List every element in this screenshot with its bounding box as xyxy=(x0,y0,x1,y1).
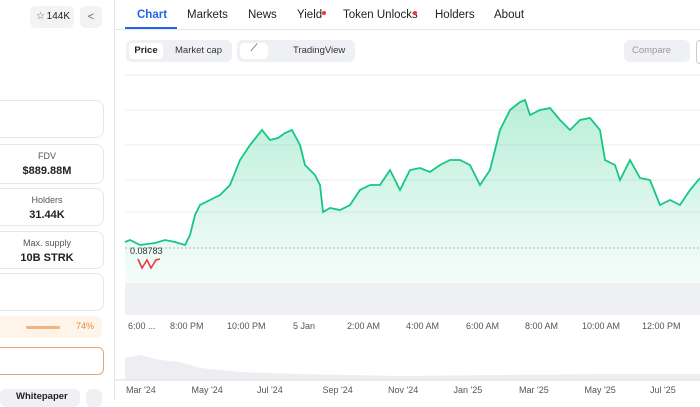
progress-bar xyxy=(26,326,60,329)
tab[interactable]: Token Unlocks xyxy=(343,9,418,21)
notification-dot xyxy=(322,11,326,15)
range-label: Mar '25 xyxy=(519,385,549,395)
price-line xyxy=(124,98,700,247)
range-label: Jul '24 xyxy=(257,385,283,395)
tab-underline xyxy=(125,27,177,29)
compare-button[interactable]: Compare xyxy=(624,40,690,62)
holders-card: Holders 31.44K xyxy=(0,188,104,226)
fdv-card: FDV $889.88M xyxy=(0,144,104,184)
tab-border xyxy=(115,29,700,30)
share-button[interactable]: < xyxy=(80,6,102,28)
price-area xyxy=(125,100,700,290)
tab[interactable]: News xyxy=(248,9,277,21)
empty-card xyxy=(0,273,104,311)
tab[interactable]: Chart xyxy=(137,9,168,21)
progress-row: 74% xyxy=(0,316,102,338)
range-label: Mar '24 xyxy=(126,385,156,395)
range-label: Jan '25 xyxy=(454,385,483,395)
line-button[interactable]: ⟋ xyxy=(240,43,268,59)
expand-button[interactable] xyxy=(696,40,700,64)
price-button[interactable]: Price xyxy=(129,43,163,59)
notification-dot xyxy=(413,11,417,15)
time-label: 6:00 AM xyxy=(466,321,499,331)
empty-card xyxy=(0,100,104,138)
star-button[interactable]: ☆ 144K xyxy=(30,6,74,28)
time-label: 10:00 AM xyxy=(582,321,620,331)
card-label: Max. supply xyxy=(22,238,72,248)
tradingview-button[interactable]: TradingView xyxy=(293,45,346,56)
time-label: 6:00 ... xyxy=(128,321,156,331)
tab[interactable]: Markets xyxy=(187,9,228,21)
time-label: 8:00 AM xyxy=(525,321,558,331)
tab[interactable]: About xyxy=(494,9,525,21)
card-value: 31.44K xyxy=(29,209,65,221)
volume-band xyxy=(125,283,700,315)
market-cap-button[interactable]: Market cap xyxy=(175,45,222,56)
range-area xyxy=(125,355,700,380)
range-label: Jul '25 xyxy=(650,385,676,395)
sidebar-divider xyxy=(114,0,115,400)
time-label: 12:00 PM xyxy=(642,321,681,331)
card-value: $889.88M xyxy=(22,165,72,177)
star-count: 144K xyxy=(46,11,70,22)
range-label: Sep '24 xyxy=(323,385,353,395)
tab[interactable]: Yield xyxy=(297,9,323,21)
time-label: 8:00 PM xyxy=(170,321,204,331)
card-label: FDV xyxy=(38,151,56,161)
range-label: May '24 xyxy=(192,385,223,395)
tab[interactable]: Holders xyxy=(435,9,475,21)
time-label: 2:00 AM xyxy=(347,321,380,331)
progress-value: 74% xyxy=(76,321,95,331)
price-label: 0.08783 xyxy=(130,246,163,256)
card-label: Holders xyxy=(31,195,63,205)
time-label: 5 Jan xyxy=(293,321,315,331)
range-label: Nov '24 xyxy=(388,385,418,395)
low-line xyxy=(137,258,161,270)
input-box[interactable] xyxy=(0,347,104,375)
card-value: 10B STRK xyxy=(20,252,74,264)
time-label: 4:00 AM xyxy=(406,321,439,331)
time-label: 10:00 PM xyxy=(227,321,266,331)
supply-card: Max. supply 10B STRK xyxy=(0,231,104,269)
range-label: May '25 xyxy=(585,385,616,395)
